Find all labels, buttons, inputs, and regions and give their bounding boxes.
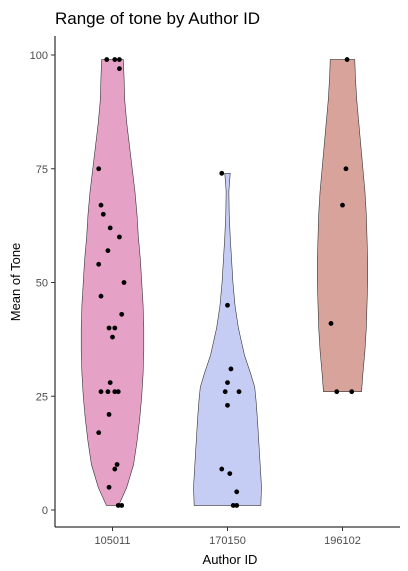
point-105011-16 (110, 334, 115, 340)
point-196102-2 (340, 202, 345, 208)
point-170150-6 (225, 402, 230, 408)
point-105011-17 (107, 380, 113, 385)
point-105011-4 (96, 166, 102, 172)
x-tick-label-170150: 170150 (209, 535, 246, 547)
point-196102-4 (334, 389, 340, 395)
point-170150-4 (236, 389, 242, 395)
point-170150-0 (219, 170, 225, 176)
point-105011-2 (117, 57, 122, 62)
point-170150-7 (219, 466, 225, 472)
point-170150-2 (228, 366, 234, 372)
violin-170150 (193, 173, 262, 506)
point-105011-1 (112, 57, 118, 62)
y-tick-label-0: 0 (42, 505, 48, 517)
point-196102-5 (349, 389, 355, 395)
chart-title: Range of tone by Author ID (55, 9, 260, 28)
x-ticks: 105011 170150 196102 (95, 527, 361, 547)
point-105011-6 (100, 211, 106, 217)
point-105011-5 (98, 202, 104, 208)
point-105011-26 (106, 484, 112, 490)
point-105011-14 (112, 325, 118, 331)
point-196102-0 (344, 57, 350, 62)
point-105011-0 (104, 57, 110, 62)
x-axis-label: Author ID (203, 552, 258, 567)
y-axis-label: Mean of Tone (8, 243, 23, 322)
point-105011-22 (106, 412, 112, 417)
point-170150-8 (227, 471, 233, 476)
point-105011-28 (119, 503, 125, 508)
point-105011-10 (96, 261, 102, 267)
point-170150-1 (225, 302, 230, 308)
y-tick-label-100: 100 (30, 50, 48, 62)
point-105011-27 (115, 503, 121, 508)
x-tick-label-105011: 105011 (95, 535, 131, 547)
x-tick-label-196102: 196102 (324, 535, 361, 547)
point-196102-3 (328, 321, 334, 326)
point-105011-23 (96, 430, 102, 436)
y-ticks: 0 25 50 75 100 (30, 50, 55, 517)
point-170150-3 (225, 380, 230, 385)
point-105011-25 (112, 466, 118, 472)
point-170150-9 (234, 489, 240, 495)
point-105011-21 (115, 389, 121, 395)
point-170150-5 (222, 389, 228, 395)
point-105011-3 (117, 66, 122, 72)
plot-area (80, 57, 368, 508)
point-105011-12 (98, 293, 104, 299)
point-105011-13 (119, 311, 125, 317)
point-105011-20 (112, 389, 118, 395)
y-tick-label-50: 50 (36, 278, 48, 290)
point-105011-9 (105, 248, 111, 254)
violin-196102 (317, 59, 368, 392)
y-tick-label-25: 25 (36, 391, 48, 403)
point-105011-7 (107, 225, 113, 231)
point-105011-24 (114, 462, 120, 467)
violin-105011 (80, 59, 145, 506)
point-105011-15 (106, 325, 112, 331)
point-170150-11 (234, 503, 240, 508)
y-tick-label-75: 75 (36, 164, 48, 176)
point-105011-11 (121, 280, 127, 285)
point-170150-10 (230, 503, 236, 508)
point-196102-1 (343, 166, 349, 172)
point-105011-8 (117, 234, 122, 240)
point-105011-19 (105, 389, 111, 395)
point-105011-18 (98, 389, 104, 395)
